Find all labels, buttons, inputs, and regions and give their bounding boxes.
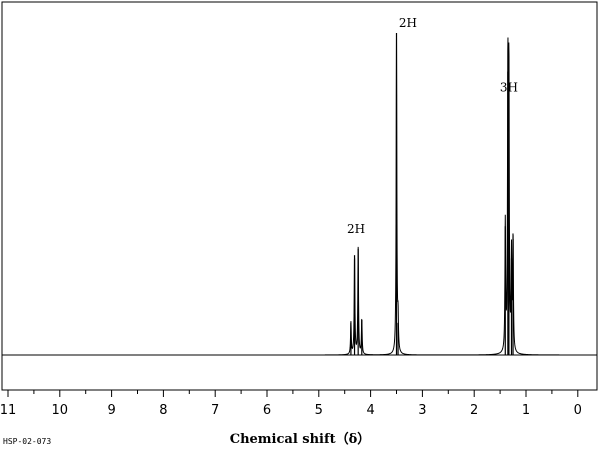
x-tick-label-9: 9 xyxy=(107,403,115,418)
x-tick-label-6: 6 xyxy=(263,403,271,418)
spectrum-id: HSP-02-073 xyxy=(3,437,51,446)
x-axis-ticks xyxy=(7,390,579,397)
spectrum-peaks xyxy=(350,33,514,355)
integration-label-1: 2H xyxy=(399,16,417,30)
x-tick-label-0: 0 xyxy=(574,403,582,418)
integration-label-2: 3H xyxy=(500,80,518,94)
x-tick-label-11: 11 xyxy=(0,403,16,418)
integration-label-0: 2H xyxy=(347,222,365,236)
x-axis-title: Chemical shift（δ） xyxy=(230,431,371,447)
x-axis-tick-labels: 11 10 9 8 7 6 5 4 3 2 1 0 xyxy=(0,403,582,418)
x-tick-label-5: 5 xyxy=(315,403,323,418)
x-tick-label-4: 4 xyxy=(366,403,374,418)
x-tick-label-3: 3 xyxy=(418,403,426,418)
spectrum-line xyxy=(3,32,596,356)
x-tick-label-8: 8 xyxy=(159,403,167,418)
x-tick-label-2: 2 xyxy=(470,403,478,418)
integration-labels: 2H 2H 3H xyxy=(347,16,518,236)
x-tick-label-1: 1 xyxy=(522,403,530,418)
x-tick-label-7: 7 xyxy=(211,403,219,418)
plot-frame xyxy=(1,1,598,391)
x-tick-label-10: 10 xyxy=(52,403,69,418)
